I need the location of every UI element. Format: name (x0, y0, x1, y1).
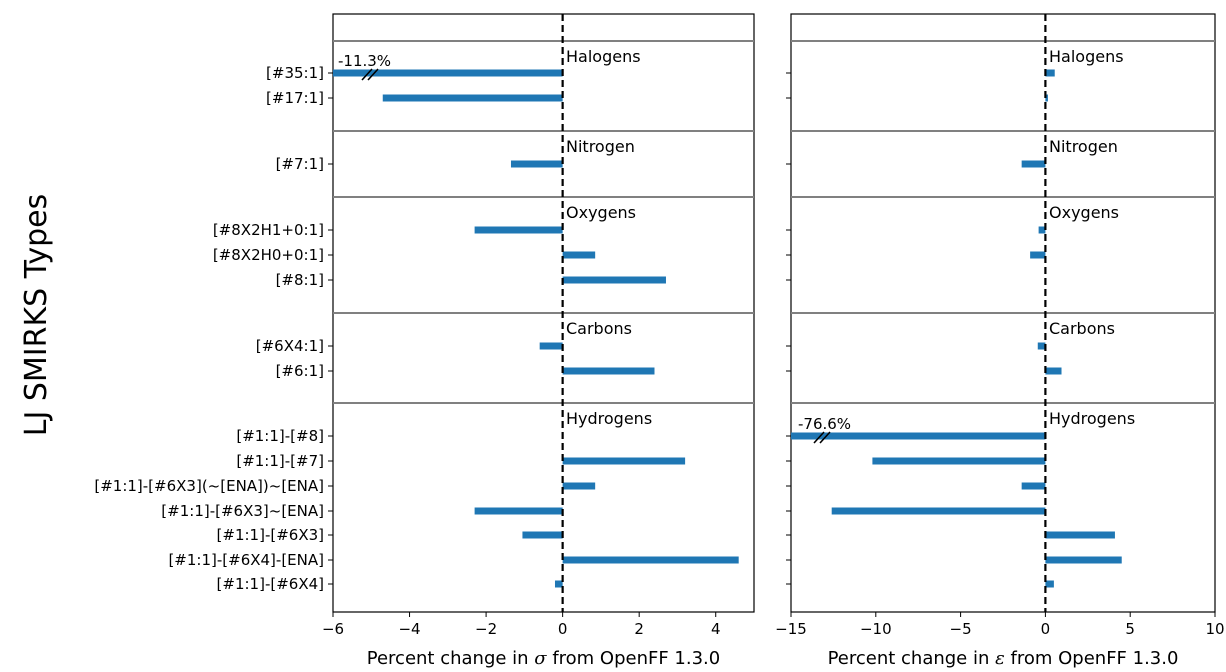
bar (1045, 94, 1048, 102)
y-tick-label: [#8X2H1+0:1] (213, 221, 324, 239)
bar (562, 367, 655, 375)
x-tick-label: −10 (860, 620, 892, 638)
bar (562, 276, 666, 284)
y-tick-label: [#8X2H0+0:1] (213, 246, 324, 264)
y-tick-label: [#6:1] (276, 362, 324, 380)
y-tick-label: [#1:1]-[#7] (236, 452, 324, 470)
x-tick-label: 10 (1205, 620, 1224, 638)
x-tick-label: −6 (322, 620, 344, 638)
panel-epsilon: Halogens Nitrogen Oxygens Carbons Hydrogens -… (775, 13, 1225, 669)
y-tick-label: [#8:1] (276, 271, 324, 289)
group-title: Nitrogen (566, 137, 635, 156)
x-tick-label: −4 (398, 620, 420, 638)
y-tick-label: [#1:1]-[#6X4] (217, 575, 324, 593)
axis-break-mark (813, 431, 825, 444)
bar (562, 457, 686, 465)
bar (831, 507, 1046, 515)
bar (1030, 251, 1046, 259)
x-tick-label: 0 (1041, 620, 1051, 638)
bar (1037, 342, 1046, 350)
group-title: Carbons (566, 319, 632, 338)
bar (1045, 556, 1122, 564)
group-title: Halogens (1049, 47, 1124, 66)
bar (1045, 580, 1054, 588)
bar (382, 94, 563, 102)
group-title: Hydrogens (566, 409, 652, 428)
y-tick-label: [#35:1] (266, 64, 324, 82)
bar (562, 251, 596, 259)
x-tick-label: 4 (711, 620, 721, 638)
bar (1045, 367, 1062, 375)
bar (510, 160, 563, 168)
group-title: Oxygens (1049, 203, 1119, 222)
y-tick-label: [#1:1]-[#6X4]-[ENA] (168, 551, 324, 569)
y-tick-label: [#1:1]-[#6X3] (217, 526, 324, 544)
y-tick-label: [#1:1]-[#6X3]~[ENA] (161, 502, 324, 520)
bar (554, 580, 563, 588)
bar (872, 457, 1046, 465)
y-tick-label: [#6X4:1] (256, 337, 324, 355)
y-tick-label: [#1:1]-[#6X3](~[ENA])~[ENA] (94, 477, 324, 495)
group-title: Hydrogens (1049, 409, 1135, 428)
y-tick-label: [#7:1] (276, 155, 324, 173)
bar (1021, 160, 1046, 168)
value-annotation: -11.3% (338, 52, 391, 70)
bar (791, 432, 1046, 440)
x-tick-label: 0 (558, 620, 568, 638)
bar (474, 226, 563, 234)
panel-sigma: Halogens -11.3% [#35:1] [#17:1] Nitrogen [#7:… (94, 13, 755, 669)
group-title: Nitrogen (1049, 137, 1118, 156)
group-title: Carbons (1049, 319, 1115, 338)
x-tick-label: 2 (634, 620, 644, 638)
bar (562, 482, 596, 490)
bar (522, 531, 563, 539)
bar (1038, 226, 1046, 234)
axis-break-mark (367, 68, 379, 81)
group-title: Oxygens (566, 203, 636, 222)
axis-break-mark (361, 68, 373, 81)
x-tick-label: −2 (475, 620, 497, 638)
y-tick-label: [#1:1]-[#8] (236, 427, 324, 445)
bar (1045, 69, 1055, 77)
bar (1045, 531, 1115, 539)
bar (562, 556, 739, 564)
bar (539, 342, 563, 350)
group-title: Halogens (566, 47, 641, 66)
y-axis-label: LJ SMIRKS Types (19, 194, 54, 437)
x-axis-label: Percent change in ε from OpenFF 1.3.0 (828, 648, 1179, 669)
x-axis-label: Percent change in σ from OpenFF 1.3.0 (367, 648, 720, 669)
x-tick-label: −5 (950, 620, 972, 638)
y-tick-label: [#17:1] (266, 89, 324, 107)
axis-break-mark (819, 431, 831, 444)
bar (474, 507, 563, 515)
bar (1021, 482, 1046, 490)
bar (333, 69, 563, 77)
x-tick-label: 5 (1125, 620, 1135, 638)
value-annotation: -76.6% (798, 415, 851, 433)
x-tick-label: −15 (775, 620, 807, 638)
